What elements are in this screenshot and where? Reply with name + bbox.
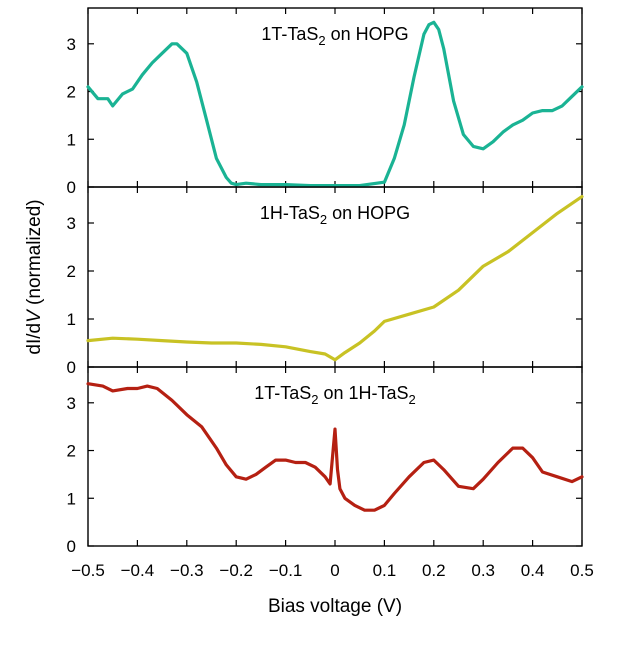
panel-1-label: 1T-TaS2 on HOPG <box>261 24 408 48</box>
y-tick-label: 2 <box>67 262 76 281</box>
x-tick-label: −0.2 <box>219 561 253 580</box>
x-tick-label: 0.3 <box>471 561 495 580</box>
x-tick-label: 0.2 <box>422 561 446 580</box>
x-tick-label: 0 <box>330 561 339 580</box>
y-tick-label: 0 <box>67 358 76 377</box>
panel-2-label: 1H-TaS2 on HOPG <box>260 203 410 227</box>
y-tick-label: 0 <box>67 178 76 197</box>
y-tick-label: 1 <box>67 489 76 508</box>
panel-2: 0 1 2 3 1H-TaS2 on HOPG <box>67 186 584 377</box>
y-axis-label: dI/dV (normalized) <box>24 199 45 354</box>
series-line-2 <box>86 195 584 362</box>
x-tick-label: 0.4 <box>521 561 545 580</box>
x-tick-label: −0.4 <box>121 561 155 580</box>
y-tick-label: 2 <box>67 442 76 461</box>
y-tick-label: 3 <box>67 394 76 413</box>
y-tick-label: 1 <box>67 310 76 329</box>
series-line-1 <box>86 20 584 188</box>
series-line-3 <box>86 382 584 512</box>
panel-1: 0 1 2 3 1T-TaS2 on HOPG <box>67 7 584 197</box>
panel-3-label: 1T-TaS2 on 1H-TaS2 <box>254 383 416 407</box>
x-tick-label: −0.1 <box>269 561 303 580</box>
y-tick-label: 1 <box>67 130 76 149</box>
y-tick-label: 3 <box>67 35 76 54</box>
y-tick-label: 3 <box>67 214 76 233</box>
x-tick-label: −0.5 <box>71 561 105 580</box>
panel-3: 0 1 2 3 1T-TaS2 on 1H-TaS2 <box>67 366 584 556</box>
x-tick-label: 0.5 <box>570 561 594 580</box>
y-tick-label: 2 <box>67 83 76 102</box>
x-tick-label: −0.3 <box>170 561 204 580</box>
y-tick-label: 0 <box>67 537 76 556</box>
x-axis-label: Bias voltage (V) <box>268 596 402 617</box>
x-tick-label: 0.1 <box>373 561 397 580</box>
